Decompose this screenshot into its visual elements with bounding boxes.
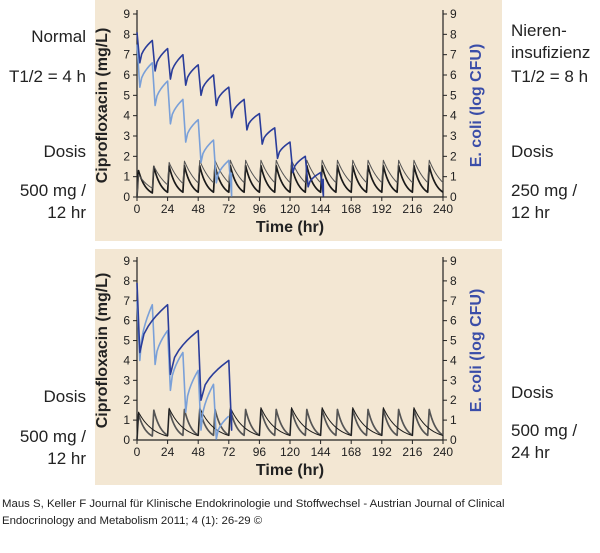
citation-caption: Maus S, Keller F Journal für Klinische E…: [2, 496, 598, 530]
series-line-1: [136, 407, 444, 441]
y-tick-label: 3: [123, 129, 130, 143]
y2-tick-label: 7: [450, 48, 457, 62]
y-tick-label: 8: [123, 274, 130, 288]
bottom-right-label-interval: 24 hr: [511, 443, 550, 462]
x-tick-label: 72: [222, 445, 236, 459]
y2-tick-label: 4: [450, 109, 457, 123]
top-right-label-nieren: Nieren-: [511, 21, 567, 40]
y-tick-label: 1: [123, 170, 130, 184]
y2-tick-label: 5: [450, 334, 457, 348]
top-right-label-interval: 12 hr: [511, 203, 550, 222]
y2-axis-label: E. coli (log CFU): [468, 44, 485, 168]
citation-line-1: Maus S, Keller F Journal für Klinische E…: [2, 498, 505, 510]
top-chart: 0 01 12 23 34 45 56 67 78 89 90 24 48 72 96 120 144 168 19…: [94, 7, 485, 236]
y2-tick-label: 2: [450, 393, 457, 407]
x-tick-label: 168: [341, 445, 361, 459]
y2-tick-label: 8: [450, 274, 457, 288]
y2-tick-label: 9: [450, 7, 457, 21]
y-tick-label: 7: [123, 294, 130, 308]
bottom-left-label-dosis: Dosis: [43, 387, 86, 406]
y-tick-label: 7: [123, 48, 130, 62]
y-axis-label: Ciprofloxacin (mg/L): [94, 28, 111, 184]
top-right-label-dosis: Dosis: [511, 142, 554, 161]
x-tick-label: 120: [280, 445, 300, 459]
y2-tick-label: 1: [450, 413, 457, 427]
x-axis-label: Time (hr): [256, 219, 324, 236]
x-tick-label: 144: [311, 202, 331, 216]
x-tick-label: 48: [192, 445, 206, 459]
y2-tick-label: 1: [450, 170, 457, 184]
y-tick-label: 8: [123, 27, 130, 41]
y-tick-label: 4: [123, 109, 130, 123]
x-tick-label: 168: [341, 202, 361, 216]
series-line-1: [136, 159, 444, 198]
y2-tick-label: 3: [450, 129, 457, 143]
x-tick-label: 120: [280, 202, 300, 216]
x-tick-label: 240: [433, 445, 453, 459]
y2-tick-label: 8: [450, 27, 457, 41]
bottom-panel-background: [95, 249, 502, 485]
y2-tick-label: 6: [450, 68, 457, 82]
series-line-2: [136, 300, 230, 440]
y-tick-label: 0: [123, 433, 130, 447]
x-tick-label: 96: [253, 445, 267, 459]
y-tick-label: 2: [123, 393, 130, 407]
y2-tick-label: 6: [450, 314, 457, 328]
series-line-0: [136, 164, 444, 198]
y-tick-label: 9: [123, 7, 130, 21]
x-tick-label: 24: [161, 202, 175, 216]
citation-line-2: Endocrinology and Metabolism 2011; 4 (1)…: [2, 515, 263, 527]
y2-tick-label: 9: [450, 254, 457, 268]
series-line-2: [136, 44, 233, 197]
x-tick-label: 216: [402, 445, 422, 459]
x-tick-label: 216: [402, 202, 422, 216]
y2-tick-label: 0: [450, 433, 457, 447]
x-axis-label: Time (hr): [256, 462, 324, 479]
y-tick-label: 4: [123, 353, 130, 367]
y2-axis-label: E. coli (log CFU): [468, 289, 485, 413]
bottom-chart: 0 01 12 23 34 45 56 67 78 89 90 24 48 72 96 120 144 168 19…: [94, 254, 485, 479]
series-line-3: [136, 32, 325, 197]
y-tick-label: 3: [123, 373, 130, 387]
top-right-label-halflife: T1/2 = 8 h: [511, 67, 589, 86]
series-line-3: [136, 282, 233, 431]
y-tick-label: 0: [123, 190, 130, 204]
x-tick-label: 48: [192, 202, 206, 216]
y-tick-label: 9: [123, 254, 130, 268]
top-left-label-dosis: Dosis: [43, 142, 86, 161]
y2-tick-label: 5: [450, 88, 457, 102]
x-tick-label: 192: [372, 445, 392, 459]
top-left-label-interval: 12 hr: [47, 203, 86, 222]
x-tick-label: 0: [134, 445, 141, 459]
bottom-left-label-interval: 12 hr: [47, 449, 86, 468]
y-tick-label: 6: [123, 314, 130, 328]
x-tick-label: 24: [161, 445, 175, 459]
y-tick-label: 2: [123, 149, 130, 163]
top-left-label-normal: Normal: [31, 27, 86, 46]
y2-tick-label: 2: [450, 149, 457, 163]
y2-tick-label: 0: [450, 190, 457, 204]
y-tick-label: 5: [123, 88, 130, 102]
x-tick-label: 192: [372, 202, 392, 216]
bottom-right-label-dosis: Dosis: [511, 383, 554, 402]
x-tick-label: 0: [134, 202, 141, 216]
y-tick-label: 1: [123, 413, 130, 427]
y-tick-label: 5: [123, 334, 130, 348]
top-left-label-halflife: T1/2 = 4 h: [8, 67, 86, 86]
top-panel-background: [95, 0, 502, 241]
y-axis-label: Ciprofloxacin (mg/L): [94, 273, 111, 429]
x-tick-label: 144: [311, 445, 331, 459]
x-tick-label: 72: [222, 202, 236, 216]
bottom-left-label-dose: 500 mg /: [19, 427, 86, 446]
top-right-label-insufizienz: insufizienz: [511, 43, 591, 62]
top-right-label-dose: 250 mg /: [511, 181, 578, 200]
y2-tick-label: 7: [450, 294, 457, 308]
y2-tick-label: 4: [450, 353, 457, 367]
top-left-label-dose: 500 mg /: [19, 181, 86, 200]
x-tick-label: 96: [253, 202, 267, 216]
y2-tick-label: 3: [450, 373, 457, 387]
x-tick-label: 240: [433, 202, 453, 216]
y-tick-label: 6: [123, 68, 130, 82]
bottom-right-label-dose: 500 mg /: [511, 421, 578, 440]
